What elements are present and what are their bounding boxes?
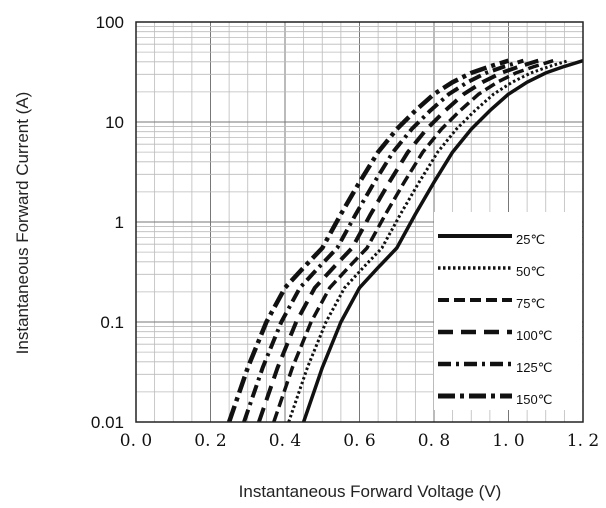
x-axis-label: Instantaneous Forward Voltage (V) <box>239 482 502 501</box>
x-tick-label: 0. 0 <box>120 431 152 451</box>
series-line-3 <box>272 59 554 422</box>
series-layer <box>226 58 583 422</box>
x-tick-label: 0. 2 <box>194 431 226 451</box>
x-tick-label: 1. 0 <box>492 431 524 451</box>
y-axis-label: Instantaneous Forward Current (A) <box>13 92 32 355</box>
legend-label-4: 100℃ <box>516 328 552 343</box>
series-line-2 <box>287 59 569 422</box>
x-tick-labels: 0. 0 0. 2 0. 4 0. 6 0. 8 1. 0 1. 2 <box>120 431 599 451</box>
legend-label-1: 25℃ <box>516 232 545 247</box>
x-tick-label: 0. 6 <box>343 431 375 451</box>
x-tick-label: 0. 4 <box>269 431 301 451</box>
legend-label-2: 50℃ <box>516 264 545 279</box>
y-tick-label: 0.01 <box>91 413 124 432</box>
series-line-5 <box>242 58 524 422</box>
x-tick-label: 1. 2 <box>567 431 599 451</box>
y-tick-label: 100 <box>96 13 124 32</box>
y-tick-labels: 100 10 1 0.1 0.01 <box>91 13 124 432</box>
series-line-6 <box>226 58 510 422</box>
legend-box <box>434 212 582 410</box>
legend-label-6: 150℃ <box>516 392 552 407</box>
y-tick-label: 0.1 <box>100 313 124 332</box>
legend: 25℃ 50℃ 75℃ 100℃ 125℃ 150℃ <box>434 212 582 410</box>
x-tick-label: 0. 8 <box>418 431 450 451</box>
series-line-1 <box>301 59 583 422</box>
legend-label-3: 75℃ <box>516 296 545 311</box>
y-tick-label: 1 <box>115 213 124 232</box>
series-line-4 <box>257 58 539 422</box>
legend-label-5: 125℃ <box>516 360 552 375</box>
plot-frame <box>135 21 584 423</box>
y-tick-label: 10 <box>105 113 124 132</box>
